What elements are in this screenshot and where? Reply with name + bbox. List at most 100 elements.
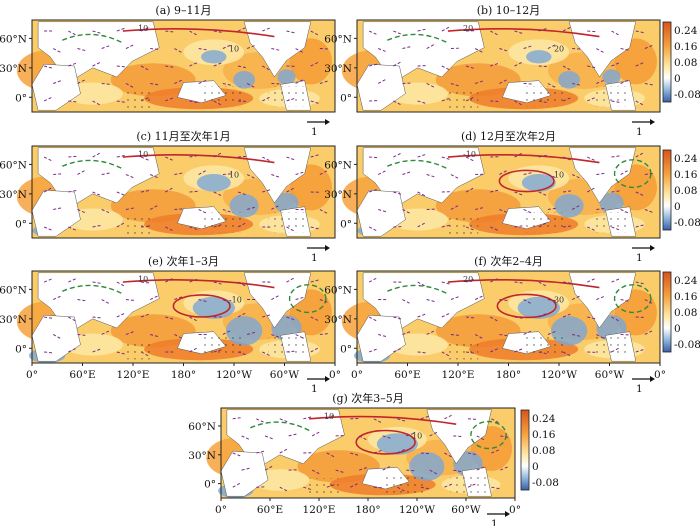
wind-vector: [490, 347, 499, 353]
wind-vector: [141, 281, 151, 284]
colorbar-tick-label: 0.08: [532, 445, 555, 457]
wind-vector: [373, 449, 383, 454]
wind-vector: [373, 418, 383, 424]
reference-vector-label: 1: [636, 252, 643, 264]
wind-vector: [77, 48, 87, 52]
wind-vector: [474, 48, 484, 54]
wind-vector: [310, 154, 320, 158]
wind-vector: [635, 100, 644, 106]
land: [568, 272, 637, 329]
wind-vector: [43, 278, 53, 283]
wind-vector: [68, 189, 78, 193]
panel-title: (f) 次年2–4月: [474, 254, 543, 268]
wind-vector: [271, 334, 281, 338]
wind-vector: [165, 97, 174, 102]
anomaly-patch: [277, 69, 296, 85]
contour-label: -10: [229, 295, 242, 304]
wind-vector: [237, 26, 247, 32]
y-tick-label: 0°: [15, 92, 27, 104]
wind-vector: [213, 349, 223, 353]
wind-vector: [213, 191, 223, 197]
colorbar-tick-label: 0.16: [674, 291, 698, 303]
y-tick-label: 60°N: [324, 33, 352, 45]
wind-vector: [295, 79, 304, 84]
wind-vector: [514, 348, 524, 353]
wind-vector: [52, 334, 62, 340]
wind-vector: [246, 83, 256, 89]
wind-vector: [68, 226, 77, 231]
wind-vector: [286, 187, 295, 193]
wind-vector: [397, 486, 406, 492]
wind-vector: [417, 100, 427, 105]
x-tick-label: 0°: [351, 369, 363, 381]
x-tick-label: 180°: [355, 504, 380, 516]
x-tick-label: 120°E: [303, 504, 336, 516]
wind-vector: [491, 449, 500, 454]
wind-vector: [499, 169, 508, 175]
wind-vector: [237, 65, 247, 69]
wind-vector: [140, 313, 150, 318]
wind-vector: [523, 45, 533, 49]
reference-vector-head: [325, 119, 330, 125]
wind-vector: [286, 350, 296, 353]
wind-vector: [369, 156, 379, 159]
wind-vector: [232, 452, 242, 457]
colorbar: 0.24 0.16 0.08 0 -0.08: [662, 21, 700, 103]
wind-vector: [547, 174, 557, 179]
wind-vector: [350, 482, 359, 488]
wind-vector: [53, 207, 63, 210]
wind-vector: [620, 169, 629, 175]
wind-vector: [77, 169, 86, 175]
wind-vector: [611, 226, 621, 231]
wind-vector: [52, 48, 62, 54]
contour-line: [470, 420, 507, 450]
wind-vector: [165, 187, 174, 193]
significance-stipple: [523, 86, 567, 107]
wind-vector: [92, 224, 102, 228]
map-panel: (b) 10–12月 20 20 60°N 30°N 0° 1: [324, 4, 661, 138]
wind-vector: [310, 347, 319, 353]
wind-vector: [393, 347, 402, 353]
wind-vector: [441, 26, 451, 32]
wind-vector: [92, 316, 102, 319]
wind-vector: [475, 206, 485, 210]
wind-vector: [571, 295, 581, 300]
contour-line: [122, 28, 275, 38]
wind-vector: [44, 316, 54, 319]
wind-vector: [165, 156, 174, 161]
contour-line: [447, 154, 600, 164]
wind-vector: [393, 152, 402, 158]
wind-vector: [189, 278, 199, 283]
significance-stipple: [122, 342, 154, 360]
wind-vector: [189, 30, 198, 36]
wind-vector: [237, 155, 248, 158]
wind-vector: [125, 207, 135, 210]
wind-vector: [326, 483, 336, 488]
wind-vector: [491, 418, 500, 424]
wind-vector: [572, 333, 582, 337]
contour-label: 10: [229, 44, 239, 53]
y-tick-label: 60°N: [0, 159, 27, 171]
x-tick-label: 180°: [496, 369, 521, 381]
wind-vector: [43, 156, 53, 162]
wind-vector: [237, 222, 247, 228]
reference-vector-head: [650, 376, 655, 382]
map-panel: (g) 次年3–5月 10 10 60°N 30°N 0° 0° 60°E 120°E 180° 1…: [188, 391, 521, 526]
wind-vector: [77, 333, 87, 336]
wind-vector: [311, 431, 321, 437]
wind-vector: [466, 351, 476, 354]
significance-stipple: [268, 212, 305, 233]
wind-vector: [500, 435, 510, 439]
wind-vector: [382, 465, 391, 471]
colorbar-tick-label: 0: [674, 323, 681, 335]
contour-line: [496, 293, 557, 319]
wind-vector: [116, 27, 126, 32]
y-tick-label: 60°N: [0, 284, 27, 296]
wind-vector: [101, 172, 111, 176]
wind-vector: [101, 209, 111, 214]
wind-vector: [189, 316, 198, 322]
colorbar-scale: [662, 271, 672, 353]
wind-vector: [101, 82, 111, 85]
wind-vector: [246, 44, 256, 49]
wind-vector: [426, 174, 436, 178]
